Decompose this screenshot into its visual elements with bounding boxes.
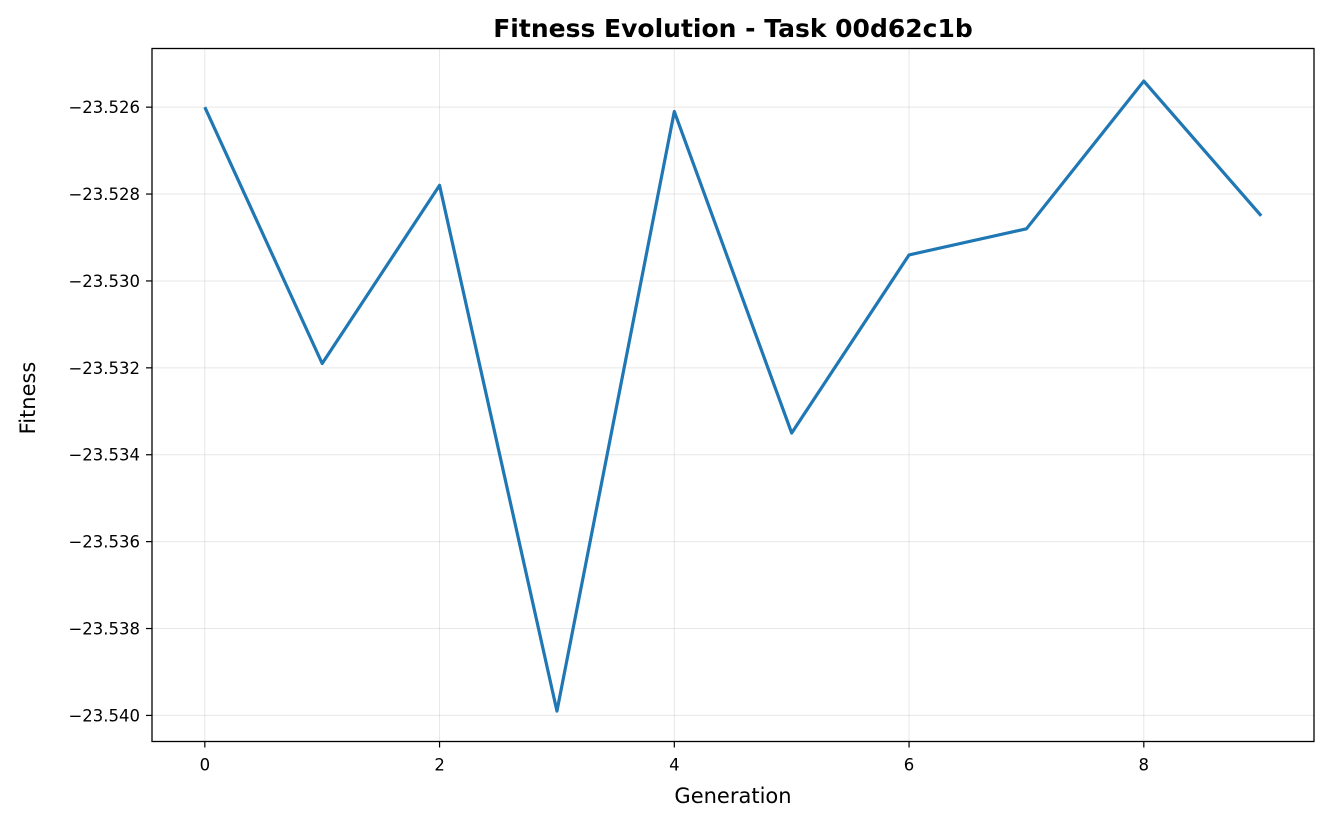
x-tick-label: 6 xyxy=(904,756,915,775)
y-tick-label: −23.540 xyxy=(68,706,140,725)
series-group xyxy=(203,79,1263,713)
gridlines xyxy=(152,48,1314,742)
x-tick-label: 0 xyxy=(200,756,211,775)
y-axis: −23.526 −23.528 −23.530 −23.532 −23.534 −23.5… xyxy=(68,98,152,725)
y-tick-label: −23.530 xyxy=(68,272,140,291)
y-tick-label: −23.536 xyxy=(68,533,140,552)
y-axis-label: Fitness xyxy=(16,362,40,435)
plot-frame xyxy=(151,47,1315,743)
x-axis: 0 2 4 6 8 xyxy=(200,741,1150,775)
series-line xyxy=(203,79,1263,713)
x-axis-label: Generation xyxy=(674,784,791,808)
x-tick-label: 8 xyxy=(1139,756,1150,775)
chart-title: Fitness Evolution - Task 00d62c1b xyxy=(493,14,973,43)
y-tick-label: −23.538 xyxy=(68,620,140,639)
y-tick-label: −23.526 xyxy=(68,98,140,117)
x-tick-label: 2 xyxy=(434,756,445,775)
y-tick-label: −23.528 xyxy=(68,185,140,204)
x-tick-label: 4 xyxy=(669,756,680,775)
y-tick-label: −23.532 xyxy=(68,359,140,378)
y-tick-label: −23.534 xyxy=(68,446,140,465)
